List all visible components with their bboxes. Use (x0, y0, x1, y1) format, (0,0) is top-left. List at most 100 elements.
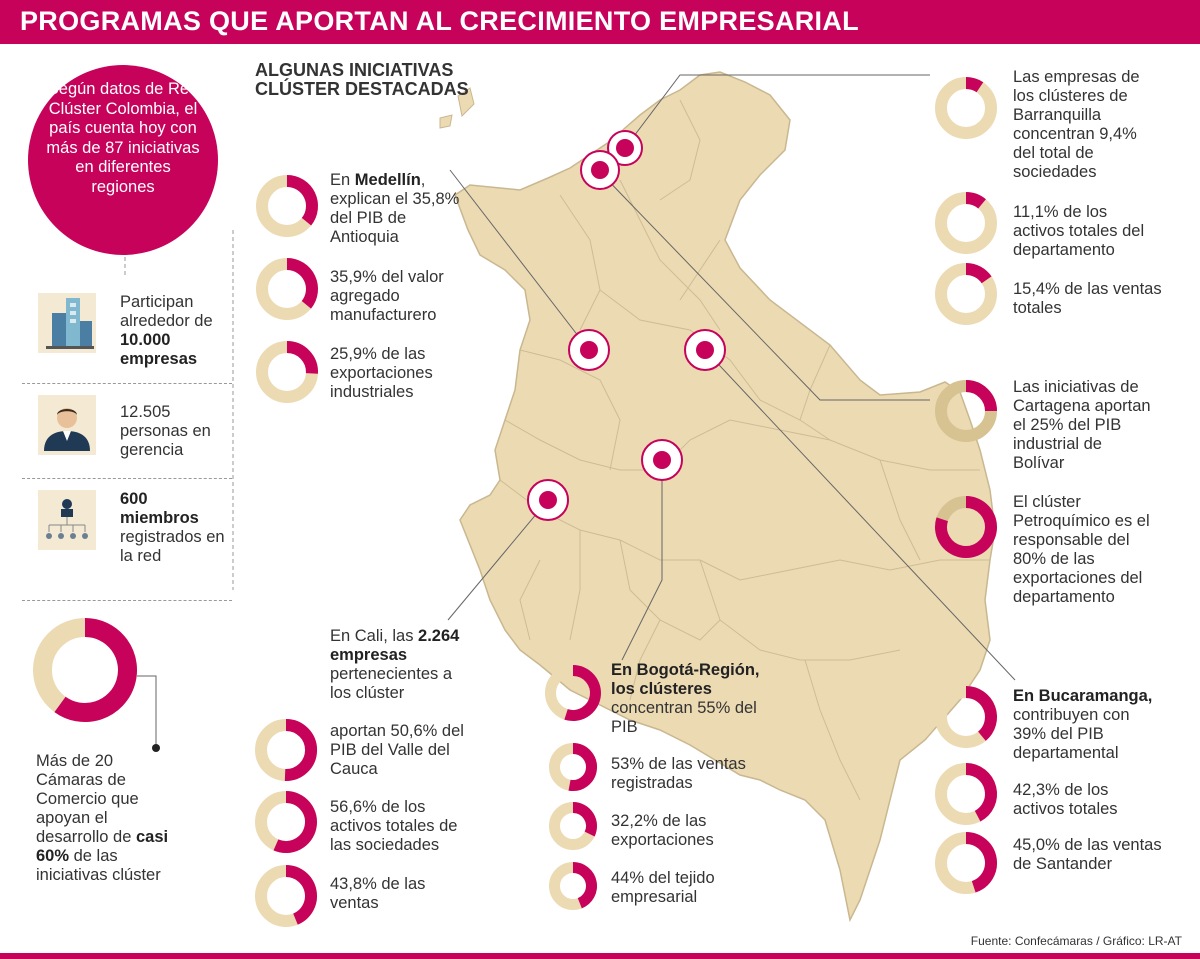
donut-bogota-ventas (549, 743, 597, 791)
donut-medellin-pib (256, 175, 318, 237)
cali-heading-pre: En Cali, las (330, 627, 419, 645)
page-title: PROGRAMAS QUE APORTAN AL CRECIMIENTO EMP… (20, 6, 859, 36)
bogota-heading-bold-1: En Bogotá-Región, (611, 661, 760, 679)
barranquilla-item-2: 11,1% de los activos totales del departa… (1013, 203, 1145, 259)
stat-empresas-bold: 10.000 empresas (120, 331, 198, 368)
cali-heading-post: pertenecientes a los clúster (330, 665, 453, 702)
donut-value-arc (965, 380, 997, 412)
medellin-heading: En Medellín, explican el 35,8% del PIB d… (330, 171, 460, 247)
donut-bogota-pib (545, 665, 601, 721)
donut-bogota-exportaciones (549, 802, 597, 850)
donut-bucaramanga-activos (935, 763, 997, 825)
donut-camaras (33, 618, 137, 722)
connector-dot (152, 744, 160, 752)
subtitle-line-2: CLÚSTER DESTACADAS (255, 79, 469, 99)
stat-camaras-pre: Más de 20 Cámaras de Comercio que apoyan… (36, 752, 139, 846)
donut-value-arc (965, 832, 997, 893)
stat-miembros: 600 miembros registrados en la red (120, 490, 230, 566)
bogota-item-2: 32,2% de las exportaciones (611, 812, 714, 849)
donut-cali-ventas (255, 865, 317, 927)
donut-value-arc (284, 718, 318, 781)
donut-cali-activos (255, 791, 317, 853)
donut-track (935, 192, 997, 254)
header-bar (0, 0, 1200, 44)
intro-circle (28, 65, 218, 255)
donut-value-arc (965, 192, 986, 209)
bogota-item-1: 53% de las ventas registradas (611, 755, 746, 792)
stat-empresas-pre: Participan alrededor de (120, 293, 213, 330)
cali-item-3: 43,8% de las ventas (330, 875, 426, 912)
donut-value-arc (564, 665, 601, 721)
barranquilla-item-3: 15,4% de las ventas totales (1013, 280, 1162, 317)
source-note: Fuente: Confecámaras / Gráfico: LR-AT (970, 934, 1182, 948)
donut-value-arc (286, 175, 318, 226)
cartagena-item-1: Las iniciativas de Cartagena aportan el … (1013, 378, 1151, 472)
donut-value-arc (965, 686, 997, 741)
stat-miembros-bold: 600 miembros (120, 490, 199, 527)
donut-value-arc (572, 802, 597, 837)
donut-value-arc (286, 341, 318, 374)
businessman-icon (38, 395, 96, 455)
subtitle-line-1: ALGUNAS INICIATIVAS (255, 60, 454, 80)
cali-item-2: 56,6% de los activos totales de las soci… (330, 798, 458, 854)
medellin-heading-bold: Medellín (354, 171, 421, 189)
divider (22, 478, 232, 479)
donut-value-arc (273, 791, 317, 853)
cali-heading: En Cali, las 2.264 empresas pertenecient… (330, 627, 470, 703)
donut-value-arc (965, 263, 992, 284)
donut-bucaramanga-ventas (935, 832, 997, 894)
bogota-item-3: 44% del tejido empresarial (611, 869, 715, 906)
donut-medellin-valor-agregado (256, 258, 318, 320)
donut-bucaramanga-pib (935, 686, 997, 748)
donut-value-arc (572, 862, 597, 909)
donut-barranquilla-sociedades (935, 77, 997, 139)
barranquilla-item-1: Las empresas de los clústeres de Barranq… (1013, 68, 1140, 181)
medellin-heading-pre: En (330, 171, 355, 189)
donut-track (935, 77, 997, 139)
cartagena-item-2: El clúster Petroquímico es el responsabl… (1013, 493, 1150, 606)
donut-value-arc (965, 763, 997, 822)
donut-cartagena-pib (935, 380, 997, 442)
bucaramanga-item-2: 45,0% de las ventas de Santander (1013, 836, 1162, 873)
donut-cartagena-exportaciones (935, 496, 997, 558)
donut-medellin-exportaciones (256, 341, 318, 403)
bogota-heading-post: concentran 55% del PIB (611, 699, 757, 736)
stat-empresas: Participan alrededor de 10.000 empresas (120, 293, 230, 369)
donut-bogota-tejido (549, 862, 597, 910)
donut-value-arc (285, 865, 317, 925)
cali-heading-bold: 2.264 empresas (330, 627, 460, 664)
divider (22, 600, 232, 601)
stat-miembros-text: registrados en la red (120, 528, 225, 565)
buildings-icon (38, 293, 96, 353)
connector-lines (137, 74, 1016, 748)
stat-personas: 12.505 personas en gerencia (120, 403, 211, 459)
donut-value-arc (935, 496, 997, 558)
footer-bar (0, 953, 1200, 959)
bucaramanga-item-1: 42,3% de los activos totales (1013, 781, 1118, 818)
donut-barranquilla-activos (935, 192, 997, 254)
donut-value-arc (568, 743, 597, 791)
bucaramanga-heading-post: contribuyen con 39% del PIB departamenta… (1013, 706, 1130, 762)
org-chart-icon (38, 490, 96, 550)
section-subtitle: ALGUNAS INICIATIVAS CLÚSTER DESTACADAS (255, 61, 495, 99)
city-markers (527, 130, 726, 521)
stat-camaras-post: de las iniciativas clúster (36, 847, 161, 884)
donut-cali-pib (255, 718, 318, 781)
donut-value-arc (965, 77, 984, 93)
bogota-heading: En Bogotá-Región, los clústeres concentr… (611, 661, 761, 737)
bucaramanga-heading: En Bucaramanga, contribuyen con 39% del … (1013, 687, 1153, 763)
stat-camaras-bold: casi 60% (36, 828, 169, 865)
intro-text: Según datos de Red Clúster Colombia, el … (46, 80, 200, 196)
donut-value-arc (286, 258, 318, 309)
bucaramanga-heading-bold: En Bucaramanga, (1013, 687, 1153, 705)
map-shape (439, 71, 996, 923)
medellin-item-2: 25,9% de las exportaciones industriales (330, 345, 433, 401)
medellin-heading-post: , explican el 35,8% del PIB de Antioquia (330, 171, 460, 246)
divider (22, 383, 232, 384)
bogota-heading-bold-2: los clústeres (611, 680, 712, 698)
donut-barranquilla-ventas (935, 263, 997, 325)
stat-camaras: Más de 20 Cámaras de Comercio que apoyan… (36, 752, 176, 885)
donut-value-arc (54, 618, 137, 722)
